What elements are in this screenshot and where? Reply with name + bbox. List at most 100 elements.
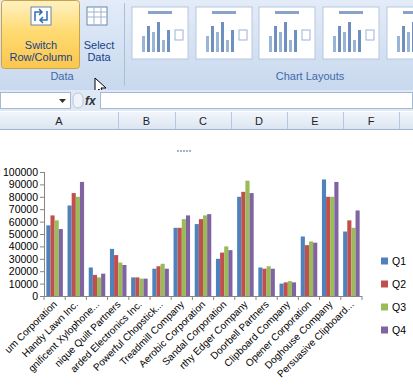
bar xyxy=(101,274,105,296)
thumbnail-bar xyxy=(348,22,351,52)
bar xyxy=(343,232,347,296)
bar xyxy=(250,193,254,296)
y-tick-label: 60000 xyxy=(9,216,38,228)
bar xyxy=(97,277,101,296)
column-header[interactable]: B xyxy=(143,115,150,127)
select-data-icon[interactable] xyxy=(87,7,107,25)
thumbnail-bar xyxy=(289,40,292,52)
thumbnail-bar xyxy=(338,26,341,52)
thumbnail-legend xyxy=(302,30,310,40)
thumbnail-bar xyxy=(358,30,361,52)
column-separator xyxy=(343,112,344,129)
bar xyxy=(351,228,355,296)
column-header-bar xyxy=(0,112,413,129)
bar xyxy=(55,220,59,296)
thumbnail-bar xyxy=(226,40,229,52)
bar xyxy=(271,269,275,296)
bar xyxy=(301,236,305,296)
y-tick-label: 20000 xyxy=(9,265,38,277)
thumbnail-bar xyxy=(402,26,405,52)
column-header[interactable]: D xyxy=(255,115,263,127)
group-separator xyxy=(124,3,125,86)
thumbnail-bar xyxy=(412,22,413,52)
bar xyxy=(68,205,72,296)
button-label: Row/Column xyxy=(10,51,73,63)
bar xyxy=(46,225,50,296)
thumbnail-bar xyxy=(284,22,287,52)
x-tick xyxy=(86,296,87,300)
y-tick-label: 70000 xyxy=(9,203,38,215)
bar xyxy=(165,269,169,296)
button-label: Select xyxy=(84,39,115,51)
name-box-dropdown xyxy=(59,99,66,103)
bar xyxy=(262,269,266,296)
bar xyxy=(305,245,309,296)
thumbnail-bar xyxy=(353,40,356,52)
bar xyxy=(135,277,139,296)
y-tick xyxy=(40,284,44,285)
bar xyxy=(80,182,84,296)
column-header[interactable]: A xyxy=(55,115,63,127)
x-tick xyxy=(319,296,320,300)
thumbnail-legend xyxy=(366,30,374,40)
bar xyxy=(178,228,182,296)
bar xyxy=(322,179,326,296)
y-tick-label: 90000 xyxy=(9,178,38,190)
legend-label: Q4 xyxy=(392,324,406,336)
switch-icon-arrow xyxy=(40,11,47,23)
legend-label: Q2 xyxy=(392,278,406,290)
thumbnail-bar xyxy=(333,36,336,52)
formula-bar-background xyxy=(0,90,413,111)
bar xyxy=(309,241,313,296)
column-header[interactable]: F xyxy=(368,115,375,127)
y-tick-label: 80000 xyxy=(9,191,38,203)
bar xyxy=(139,279,143,296)
thumbnail-bar xyxy=(162,40,165,52)
y-tick xyxy=(40,172,44,173)
legend-label: Q3 xyxy=(392,301,406,313)
thumbnail-bar xyxy=(269,36,272,52)
name-box[interactable] xyxy=(1,93,71,109)
x-tick xyxy=(171,296,172,300)
bar xyxy=(93,275,97,296)
layout-thumbnail[interactable] xyxy=(196,7,252,59)
bar xyxy=(195,224,199,296)
x-tick xyxy=(44,296,45,300)
column-header[interactable]: E xyxy=(311,115,318,127)
layout-thumbnail[interactable] xyxy=(132,7,188,59)
category-label: Persuasive Clipboard... xyxy=(275,299,356,380)
chart-resize-handle xyxy=(183,150,185,152)
y-tick-label: 100000 xyxy=(3,166,38,178)
column-separator xyxy=(118,112,119,129)
thumbnail-bar xyxy=(147,26,150,52)
bar xyxy=(224,246,228,296)
switch-icon xyxy=(31,7,51,25)
legend-swatch xyxy=(381,281,388,288)
x-tick xyxy=(213,296,214,300)
column-separator xyxy=(175,112,176,129)
bar xyxy=(280,284,284,296)
x-tick xyxy=(298,296,299,300)
bar xyxy=(334,182,338,296)
legend-swatch xyxy=(381,304,388,311)
y-tick xyxy=(40,209,44,210)
layout-thumbnail[interactable] xyxy=(323,7,379,59)
thumbnail-bar xyxy=(231,30,234,52)
x-axis-line xyxy=(44,296,362,297)
select-data-icon-grid xyxy=(87,7,107,25)
bar xyxy=(220,253,224,296)
column-header[interactable]: C xyxy=(199,115,207,127)
bar xyxy=(174,228,178,296)
y-tick xyxy=(40,184,44,185)
formula-bar-handle xyxy=(73,93,83,108)
x-tick xyxy=(107,296,108,300)
y-tick xyxy=(40,246,44,247)
y-tick-label: 30000 xyxy=(9,253,38,265)
layout-thumbnail[interactable] xyxy=(259,7,315,59)
layout-thumbnail[interactable] xyxy=(387,7,413,59)
bar xyxy=(356,210,360,296)
formula-input[interactable] xyxy=(101,93,413,109)
bar xyxy=(258,267,262,296)
switch-button[interactable] xyxy=(2,1,80,69)
y-tick xyxy=(40,296,44,297)
